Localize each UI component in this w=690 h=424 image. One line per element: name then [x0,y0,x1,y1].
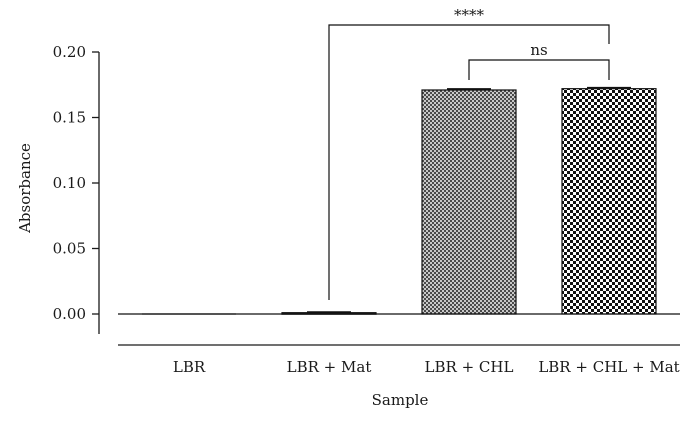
y-tick-label: 0.10 [53,174,86,192]
y-tick-label: 0.20 [53,43,86,61]
significance-bracket [468,59,610,80]
significance-bracket [328,24,610,300]
x-axis-title: Sample [372,391,429,409]
x-tick-label: LBR + CHL [425,358,514,376]
bar [561,88,657,315]
significance-label: **** [454,6,485,24]
y-tick-label: 0.05 [53,240,86,258]
y-tick-label: 0.00 [53,305,86,323]
significance-label: ns [530,41,547,59]
x-tick-label: LBR [173,358,206,376]
x-tick-label: LBR + Mat [287,358,372,376]
y-axis-title: Absorbance [16,143,34,234]
x-tick-label: LBR + CHL + Mat [538,358,679,376]
y-axis: 0.00 0.05 0.10 0.15 0.20 [53,43,100,334]
bar [421,89,517,315]
y-tick-label: 0.15 [53,109,86,127]
